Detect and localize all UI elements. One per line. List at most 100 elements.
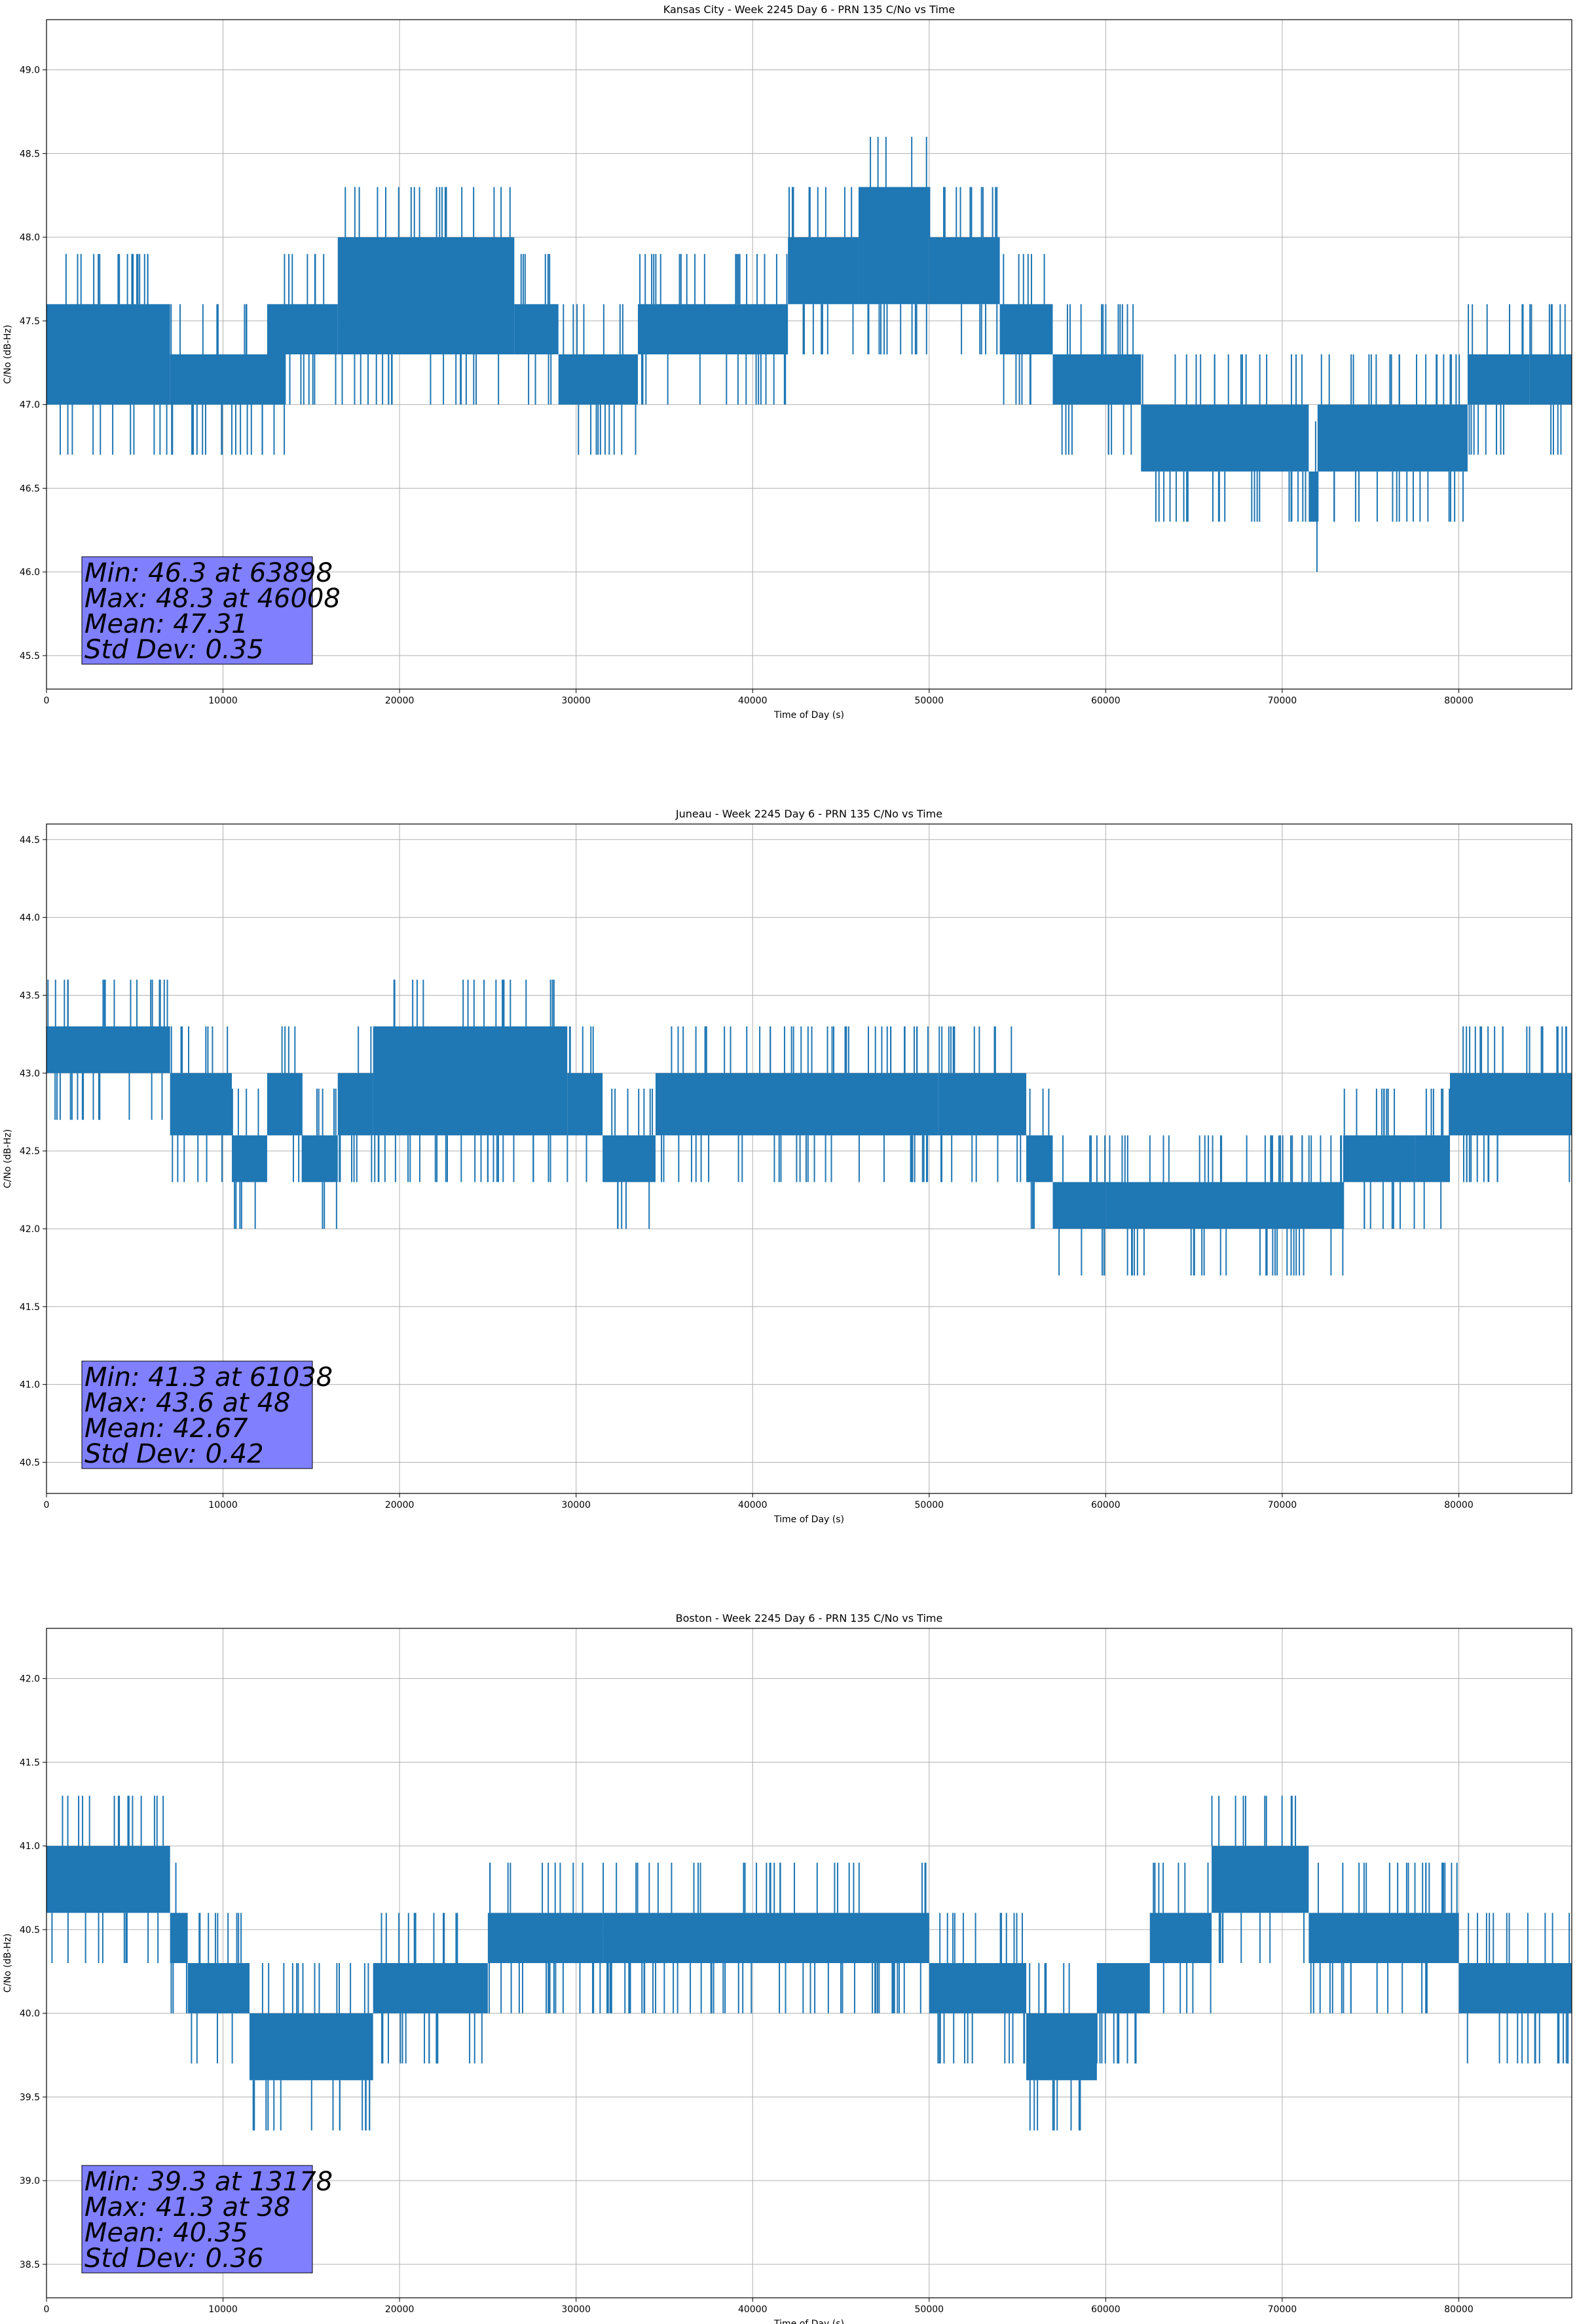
chart-panel-0: Kansas City - Week 2245 Day 6 - PRN 135 … — [3, 3, 1572, 721]
data-band — [373, 1963, 488, 2014]
data-band — [1052, 354, 1141, 405]
data-band — [267, 304, 338, 354]
x-tick-label: 0 — [44, 1500, 50, 1510]
x-tick-label: 60000 — [1091, 1500, 1121, 1510]
x-tick-label: 20000 — [385, 2304, 415, 2315]
y-tick-label: 45.5 — [20, 651, 40, 662]
data-band — [302, 1135, 338, 1182]
chart-title: Kansas City - Week 2245 Day 6 - PRN 135 … — [663, 3, 955, 16]
y-tick-label: 42.5 — [20, 1146, 40, 1157]
y-tick-label: 39.0 — [20, 2176, 40, 2186]
x-tick-label: 0 — [44, 2304, 50, 2315]
y-tick-label: 40.5 — [20, 1457, 40, 1468]
data-band — [170, 354, 285, 405]
data-band — [603, 1913, 929, 1963]
x-axis-label: Time of Day (s) — [773, 2319, 844, 2324]
data-series — [46, 136, 1572, 572]
data-series — [46, 1795, 1572, 2131]
x-tick-label: 80000 — [1444, 2304, 1474, 2315]
plot-frame — [46, 19, 1572, 690]
chart-panel-1: Juneau - Week 2245 Day 6 - PRN 135 C/No … — [3, 808, 1572, 1525]
x-tick-label: 40000 — [738, 2304, 768, 2315]
data-band — [1052, 1182, 1106, 1229]
y-tick-label: 48.0 — [20, 233, 40, 243]
data-band — [938, 1073, 1027, 1136]
y-tick-label: 46.5 — [20, 483, 40, 494]
y-tick-label: 41.0 — [20, 1841, 40, 1852]
data-band — [1458, 1963, 1572, 2014]
data-band — [249, 2013, 373, 2080]
plot-frame — [46, 823, 1572, 1494]
stats-mean: Mean: 42.67 — [84, 1414, 248, 1444]
data-band — [858, 187, 929, 305]
data-band — [337, 1073, 373, 1136]
data-band — [46, 1026, 170, 1074]
x-tick-label: 40000 — [738, 696, 768, 706]
y-tick-label: 42.0 — [20, 1224, 40, 1235]
chart-title: Juneau - Week 2245 Day 6 - PRN 135 C/No … — [675, 808, 942, 820]
data-band — [788, 237, 859, 305]
x-tick-label: 30000 — [561, 2304, 591, 2315]
y-axis-label: C/No (dB-Hz) — [3, 325, 13, 384]
x-tick-label: 10000 — [208, 2304, 238, 2315]
data-band — [999, 304, 1053, 354]
stats-std: Std Dev: 0.35 — [84, 635, 264, 665]
x-tick-label: 60000 — [1091, 696, 1121, 706]
data-band — [1308, 1913, 1459, 1963]
data-band — [1105, 1182, 1345, 1229]
x-tick-label: 0 — [44, 696, 50, 706]
data-band — [1141, 404, 1309, 472]
y-tick-label: 44.0 — [20, 913, 40, 924]
x-axis-label: Time of Day (s) — [773, 1514, 844, 1525]
data-band — [232, 1135, 267, 1182]
stats-box — [81, 556, 313, 665]
y-tick-label: 47.5 — [20, 316, 40, 327]
x-tick-label: 30000 — [561, 696, 591, 706]
data-band — [1212, 1846, 1309, 1913]
y-tick-label: 40.5 — [20, 1925, 40, 1936]
y-tick-label: 48.5 — [20, 149, 40, 159]
plot-frame — [46, 1628, 1572, 2298]
x-tick-label: 20000 — [385, 696, 415, 706]
data-band — [1450, 1073, 1572, 1136]
data-band — [487, 1913, 603, 1963]
data-series — [46, 979, 1572, 1276]
y-tick-label: 49.0 — [20, 66, 40, 76]
data-band — [929, 1963, 1027, 2014]
stats-std: Std Dev: 0.42 — [84, 1439, 264, 1469]
x-tick-label: 70000 — [1268, 696, 1297, 706]
y-tick-label: 38.5 — [20, 2260, 40, 2270]
stats-min: Min: 46.3 at 63898 — [84, 558, 333, 588]
data-band — [337, 237, 515, 354]
data-band — [1026, 2013, 1097, 2080]
data-band — [1344, 1135, 1415, 1182]
data-band — [1529, 354, 1572, 405]
stats-max: Max: 41.3 at 38 — [84, 2192, 290, 2222]
y-tick-label: 46.0 — [20, 567, 40, 578]
data-band — [929, 237, 1000, 305]
data-band — [655, 1073, 938, 1136]
y-tick-label: 41.0 — [20, 1380, 40, 1391]
y-tick-label: 39.5 — [20, 2092, 40, 2103]
stats-min: Min: 41.3 at 61038 — [84, 1362, 333, 1393]
data-band — [567, 1073, 603, 1136]
x-axis-label: Time of Day (s) — [773, 710, 844, 721]
x-tick-label: 10000 — [208, 1500, 238, 1510]
y-axis-label: C/No (dB-Hz) — [3, 1129, 13, 1188]
data-band — [603, 1135, 656, 1182]
data-band — [558, 354, 639, 405]
data-band — [1317, 404, 1468, 472]
stats-max: Max: 43.6 at 48 — [84, 1388, 290, 1418]
x-tick-label: 70000 — [1268, 2304, 1297, 2315]
chart-title: Boston - Week 2245 Day 6 - PRN 135 C/No … — [676, 1612, 943, 1624]
x-tick-label: 50000 — [915, 2304, 944, 2315]
x-tick-label: 50000 — [915, 1500, 944, 1510]
data-band — [1308, 471, 1318, 522]
data-band — [267, 1073, 303, 1136]
data-band — [170, 1073, 232, 1136]
data-band — [1026, 1135, 1053, 1182]
x-tick-label: 30000 — [561, 1500, 591, 1510]
stats-box — [81, 2165, 313, 2274]
x-tick-label: 80000 — [1444, 696, 1474, 706]
